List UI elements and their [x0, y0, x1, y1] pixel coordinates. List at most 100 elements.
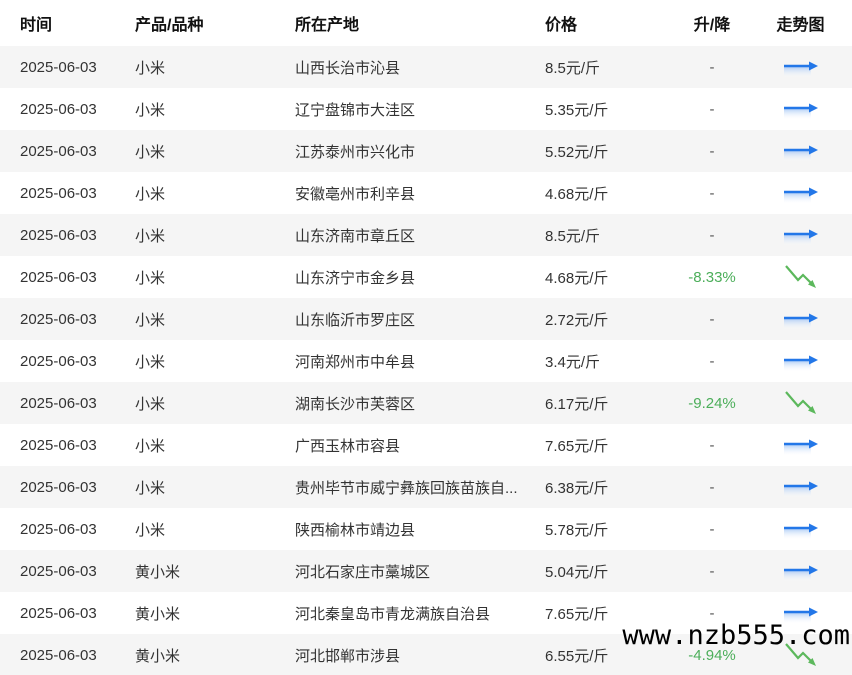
trend-down-arrow-icon[interactable] — [784, 390, 818, 416]
cell-product: 小米 — [135, 185, 166, 203]
cell-time: 2025-06-03 — [20, 268, 97, 286]
cell-price: 5.78元/斤 — [545, 521, 609, 539]
table-row[interactable]: 2025-06-03 小米 贵州毕节市威宁彝族回族苗族自... 6.38元/斤 … — [0, 466, 852, 508]
cell-product: 小米 — [135, 395, 166, 413]
table-row[interactable]: 2025-06-03 小米 安徽亳州市利辛县 4.68元/斤 - — [0, 172, 852, 214]
cell-location: 山西长治市沁县 — [295, 59, 401, 77]
trend-flat-arrow-icon[interactable] — [783, 307, 819, 331]
trend-flat-arrow-icon[interactable] — [783, 55, 819, 79]
column-header-time: 时间 — [20, 17, 53, 34]
trend-flat-arrow-icon[interactable] — [783, 433, 819, 457]
table-row[interactable]: 2025-06-03 小米 陕西榆林市靖边县 5.78元/斤 - — [0, 508, 852, 550]
cell-product: 小米 — [135, 353, 166, 371]
cell-change: - — [709, 562, 715, 580]
table-row[interactable]: 2025-06-03 小米 辽宁盘锦市大洼区 5.35元/斤 - — [0, 88, 852, 130]
table-row[interactable]: 2025-06-03 小米 山东济南市章丘区 8.5元/斤 - — [0, 214, 852, 256]
column-header-price: 价格 — [545, 17, 578, 34]
table-row[interactable]: 2025-06-03 黄小米 河北邯郸市涉县 6.55元/斤 -4.94% — [0, 634, 852, 675]
trend-flat-arrow-icon[interactable] — [783, 97, 819, 121]
cell-change: - — [709, 436, 715, 454]
cell-price: 5.04元/斤 — [545, 563, 609, 581]
cell-location: 陕西榆林市靖边县 — [295, 521, 416, 539]
cell-product: 小米 — [135, 59, 166, 77]
cell-time: 2025-06-03 — [20, 394, 97, 412]
column-header-product: 产品/品种 — [135, 17, 204, 34]
cell-time: 2025-06-03 — [20, 310, 97, 328]
cell-change: - — [709, 58, 715, 76]
table-row[interactable]: 2025-06-03 小米 山东济宁市金乡县 4.68元/斤 -8.33% — [0, 256, 852, 298]
trend-down-arrow-icon[interactable] — [784, 264, 818, 290]
table-row[interactable]: 2025-06-03 黄小米 河北石家庄市藁城区 5.04元/斤 - — [0, 550, 852, 592]
cell-product: 黄小米 — [135, 605, 181, 623]
cell-price: 5.35元/斤 — [545, 101, 609, 119]
cell-price: 4.68元/斤 — [545, 185, 609, 203]
cell-product: 黄小米 — [135, 647, 181, 665]
cell-product: 小米 — [135, 521, 166, 539]
cell-price: 7.65元/斤 — [545, 437, 609, 455]
cell-trend — [749, 55, 852, 79]
cell-trend — [749, 601, 852, 625]
cell-change: - — [709, 100, 715, 118]
cell-location: 安徽亳州市利辛县 — [295, 185, 416, 203]
cell-time: 2025-06-03 — [20, 100, 97, 118]
cell-change: - — [709, 142, 715, 160]
cell-change: - — [709, 226, 715, 244]
trend-flat-arrow-icon[interactable] — [783, 601, 819, 625]
cell-location: 河南郑州市中牟县 — [295, 353, 416, 371]
column-header-location: 所在产地 — [295, 17, 360, 34]
trend-flat-arrow-icon[interactable] — [783, 181, 819, 205]
cell-product: 小米 — [135, 143, 166, 161]
trend-flat-arrow-icon[interactable] — [783, 559, 819, 583]
cell-change: - — [709, 310, 715, 328]
cell-price: 8.5元/斤 — [545, 59, 601, 77]
cell-trend — [749, 139, 852, 163]
trend-flat-arrow-icon[interactable] — [783, 223, 819, 247]
trend-down-arrow-icon[interactable] — [784, 642, 818, 668]
trend-flat-arrow-icon[interactable] — [783, 475, 819, 499]
cell-trend — [749, 642, 852, 668]
cell-location: 江苏泰州市兴化市 — [295, 143, 416, 161]
cell-product: 小米 — [135, 479, 166, 497]
cell-location: 河北邯郸市涉县 — [295, 647, 401, 665]
cell-trend — [749, 181, 852, 205]
trend-flat-arrow-icon[interactable] — [783, 349, 819, 373]
cell-trend — [749, 475, 852, 499]
cell-time: 2025-06-03 — [20, 520, 97, 538]
cell-time: 2025-06-03 — [20, 58, 97, 76]
cell-time: 2025-06-03 — [20, 604, 97, 622]
cell-price: 6.38元/斤 — [545, 479, 609, 497]
table-row[interactable]: 2025-06-03 小米 河南郑州市中牟县 3.4元/斤 - — [0, 340, 852, 382]
table-row[interactable]: 2025-06-03 小米 湖南长沙市芙蓉区 6.17元/斤 -9.24% — [0, 382, 852, 424]
cell-time: 2025-06-03 — [20, 562, 97, 580]
table-header-row: 时间 产品/品种 所在产地 价格 升/降 走势图 — [0, 0, 852, 46]
cell-change: - — [709, 478, 715, 496]
cell-time: 2025-06-03 — [20, 352, 97, 370]
cell-product: 小米 — [135, 311, 166, 329]
cell-trend — [749, 433, 852, 457]
cell-change: -8.33% — [688, 268, 736, 286]
trend-flat-arrow-icon[interactable] — [783, 139, 819, 163]
trend-flat-arrow-icon[interactable] — [783, 517, 819, 541]
table-row[interactable]: 2025-06-03 小米 山西长治市沁县 8.5元/斤 - — [0, 46, 852, 88]
cell-price: 2.72元/斤 — [545, 311, 609, 329]
cell-trend — [749, 97, 852, 121]
cell-product: 黄小米 — [135, 563, 181, 581]
cell-time: 2025-06-03 — [20, 184, 97, 202]
cell-trend — [749, 349, 852, 373]
table-row[interactable]: 2025-06-03 小米 山东临沂市罗庄区 2.72元/斤 - — [0, 298, 852, 340]
cell-trend — [749, 264, 852, 290]
table-row[interactable]: 2025-06-03 黄小米 河北秦皇岛市青龙满族自治县 7.65元/斤 - — [0, 592, 852, 634]
cell-product: 小米 — [135, 227, 166, 245]
table-row[interactable]: 2025-06-03 小米 江苏泰州市兴化市 5.52元/斤 - — [0, 130, 852, 172]
cell-time: 2025-06-03 — [20, 478, 97, 496]
cell-time: 2025-06-03 — [20, 142, 97, 160]
cell-trend — [749, 307, 852, 331]
column-header-change: 升/降 — [693, 17, 731, 34]
cell-change: -9.24% — [688, 394, 736, 412]
cell-price: 6.55元/斤 — [545, 647, 609, 665]
cell-time: 2025-06-03 — [20, 436, 97, 454]
cell-price: 6.17元/斤 — [545, 395, 609, 413]
cell-price: 5.52元/斤 — [545, 143, 609, 161]
table-row[interactable]: 2025-06-03 小米 广西玉林市容县 7.65元/斤 - — [0, 424, 852, 466]
cell-trend — [749, 390, 852, 416]
